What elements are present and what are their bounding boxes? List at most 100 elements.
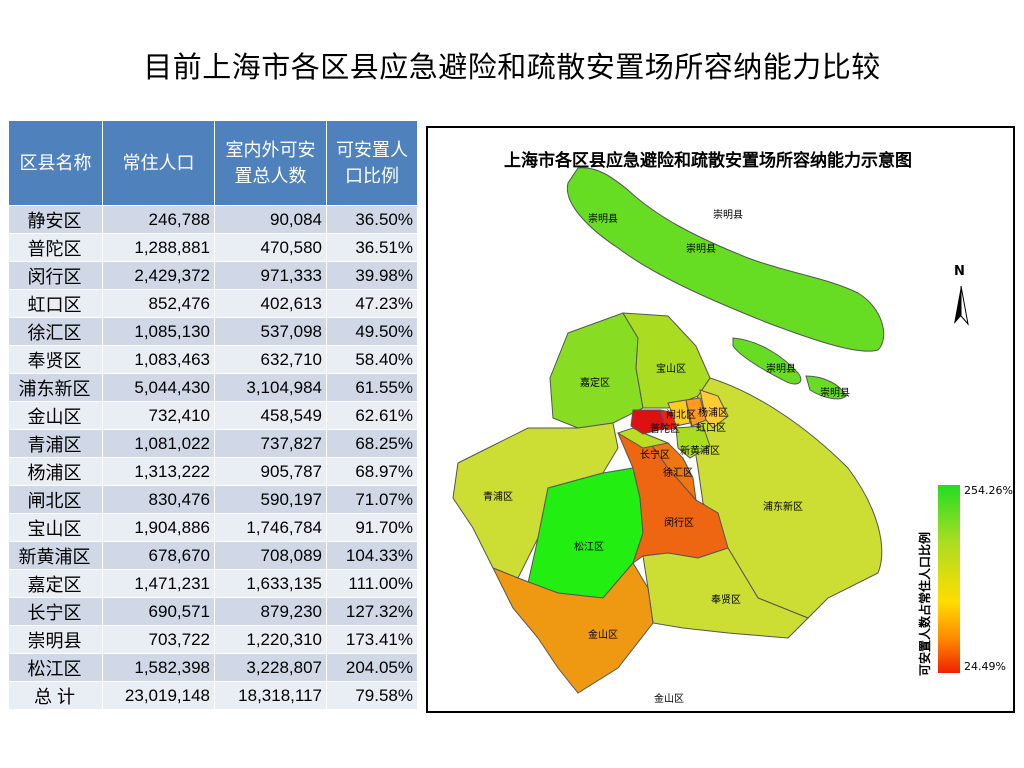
district-cell: 青浦区 bbox=[8, 429, 103, 458]
label-hengsha: 崇明县 bbox=[820, 388, 850, 399]
ratio-cell: 47.23% bbox=[326, 289, 418, 318]
table-row: 杨浦区 1,313,222 905,787 68.97% bbox=[8, 457, 418, 486]
label-chongming-center: 崇明县 bbox=[686, 244, 716, 255]
capacity-cell: 971,333 bbox=[214, 261, 327, 290]
capacity-cell: 402,613 bbox=[214, 289, 327, 318]
table-row: 松江区 1,582,398 3,228,807 204.05% bbox=[8, 653, 418, 682]
district-cell: 虹口区 bbox=[8, 289, 103, 318]
table-row: 崇明县 703,722 1,220,310 173.41% bbox=[8, 625, 418, 654]
capacity-cell: 590,197 bbox=[214, 485, 327, 514]
capacity-cell: 632,710 bbox=[214, 345, 327, 374]
capacity-cell: 18,318,117 bbox=[214, 681, 327, 710]
label-hongkou: 虹口区 bbox=[696, 423, 726, 434]
label-xuhui: 徐汇区 bbox=[663, 468, 693, 479]
capacity-table: 区县名称 常住人口 室内外可安置总人数 可安置人口比例 静安区 246,788 90… bbox=[8, 120, 418, 710]
capacity-cell: 708,089 bbox=[214, 541, 327, 570]
label-changxing: 崇明县 bbox=[766, 364, 796, 375]
district-cell: 闸北区 bbox=[8, 485, 103, 514]
region-jinshan bbox=[491, 562, 654, 694]
district-cell: 嘉定区 bbox=[8, 569, 103, 598]
ratio-cell: 104.33% bbox=[326, 541, 418, 570]
population-cell: 23,019,148 bbox=[102, 681, 215, 710]
ratio-cell: 39.98% bbox=[326, 261, 418, 290]
population-cell: 1,904,886 bbox=[102, 513, 215, 542]
label-jiading: 嘉定区 bbox=[580, 378, 610, 389]
capacity-cell: 3,228,807 bbox=[214, 653, 327, 682]
ratio-cell: 62.61% bbox=[326, 401, 418, 430]
population-cell: 5,044,430 bbox=[102, 373, 215, 402]
population-cell: 690,571 bbox=[102, 597, 215, 626]
label-pudong: 浦东新区 bbox=[763, 502, 803, 513]
label-jinshan-island: 金山区 bbox=[654, 694, 684, 705]
district-cell: 新黄浦区 bbox=[8, 541, 103, 570]
population-cell: 703,722 bbox=[102, 625, 215, 654]
north-label: N bbox=[954, 264, 965, 279]
district-cell: 长宁区 bbox=[8, 597, 103, 626]
district-cell: 总 计 bbox=[8, 681, 103, 710]
population-cell: 1,085,130 bbox=[102, 317, 215, 346]
table-row: 徐汇区 1,085,130 537,098 49.50% bbox=[8, 317, 418, 346]
region-huangpu bbox=[675, 425, 711, 459]
table-row: 金山区 732,410 458,549 62.61% bbox=[8, 401, 418, 430]
label-putuo: 普陀区 bbox=[650, 424, 680, 435]
label-zhabei: 闸北区 bbox=[666, 410, 696, 421]
district-cell: 杨浦区 bbox=[8, 457, 103, 486]
label-songjiang: 松江区 bbox=[574, 542, 604, 553]
district-cell: 静安区 bbox=[8, 205, 103, 234]
district-cell: 普陀区 bbox=[8, 233, 103, 262]
ratio-cell: 127.32% bbox=[326, 597, 418, 626]
region-chongming bbox=[566, 167, 885, 352]
label-yangpu: 杨浦区 bbox=[698, 408, 728, 419]
table-row: 嘉定区 1,471,231 1,633,135 111.00% bbox=[8, 569, 418, 598]
ratio-cell: 36.51% bbox=[326, 233, 418, 262]
table-row: 虹口区 852,476 402,613 47.23% bbox=[8, 289, 418, 318]
ratio-cell: 204.05% bbox=[326, 653, 418, 682]
table-header-row: 区县名称 常住人口 室内外可安置总人数 可安置人口比例 bbox=[8, 120, 418, 206]
header-district: 区县名称 bbox=[8, 120, 103, 206]
ratio-cell: 71.07% bbox=[326, 485, 418, 514]
ratio-cell: 68.97% bbox=[326, 457, 418, 486]
district-cell: 宝山区 bbox=[8, 513, 103, 542]
region-jingan bbox=[659, 409, 677, 431]
table-body: 静安区 246,788 90,084 36.50% 普陀区 1,288,881 470,58… bbox=[8, 205, 418, 710]
capacity-cell: 905,787 bbox=[214, 457, 327, 486]
slide-title: 目前上海市各区县应急避险和疏散安置场所容纳能力比较 bbox=[143, 50, 881, 84]
header-population: 常住人口 bbox=[102, 120, 215, 206]
capacity-cell: 879,230 bbox=[214, 597, 327, 626]
label-changning: 长宁区 bbox=[640, 450, 670, 461]
label-qingpu: 青浦区 bbox=[483, 492, 513, 503]
district-cell: 松江区 bbox=[8, 653, 103, 682]
ratio-cell: 49.50% bbox=[326, 317, 418, 346]
north-arrow-icon bbox=[954, 285, 969, 326]
district-cell: 奉贤区 bbox=[8, 345, 103, 374]
map-title: 上海市各区县应急避险和疏散安置场所容纳能力示意图 bbox=[504, 151, 912, 171]
label-huangpu: 新黄浦区 bbox=[680, 446, 720, 457]
capacity-cell: 458,549 bbox=[214, 401, 327, 430]
population-cell: 2,429,372 bbox=[102, 261, 215, 290]
capacity-cell: 470,580 bbox=[214, 233, 327, 262]
population-cell: 1,471,231 bbox=[102, 569, 215, 598]
region-jiading bbox=[549, 312, 644, 429]
legend-title: 可安置人数占常住人口比例 bbox=[918, 531, 932, 676]
population-cell: 1,313,222 bbox=[102, 457, 215, 486]
ratio-cell: 58.40% bbox=[326, 345, 418, 374]
table-row: 奉贤区 1,083,463 632,710 58.40% bbox=[8, 345, 418, 374]
region-hengsha bbox=[805, 375, 847, 400]
capacity-cell: 90,084 bbox=[214, 205, 327, 234]
population-cell: 1,288,881 bbox=[102, 233, 215, 262]
district-cell: 金山区 bbox=[8, 401, 103, 430]
table-row: 闵行区 2,429,372 971,333 39.98% bbox=[8, 261, 418, 290]
label-chongming-north: 崇明县 bbox=[713, 210, 743, 221]
population-cell: 1,083,463 bbox=[102, 345, 215, 374]
region-putuo bbox=[630, 409, 667, 435]
capacity-cell: 537,098 bbox=[214, 317, 327, 346]
label-baoshan: 宝山区 bbox=[656, 364, 686, 375]
region-changxing bbox=[732, 337, 802, 385]
table-row: 静安区 246,788 90,084 36.50% bbox=[8, 205, 418, 234]
label-minhang: 闵行区 bbox=[664, 518, 694, 529]
region-zhabei bbox=[667, 399, 691, 427]
region-yangpu bbox=[699, 389, 729, 429]
table-total-row: 总 计 23,019,148 18,318,117 79.58% bbox=[8, 681, 418, 710]
ratio-cell: 173.41% bbox=[326, 625, 418, 654]
map-panel: 上海市各区县应急避险和疏散安置场所容纳能力示意图 N 崇明县 崇明县 崇明县 崇… bbox=[426, 126, 1015, 713]
